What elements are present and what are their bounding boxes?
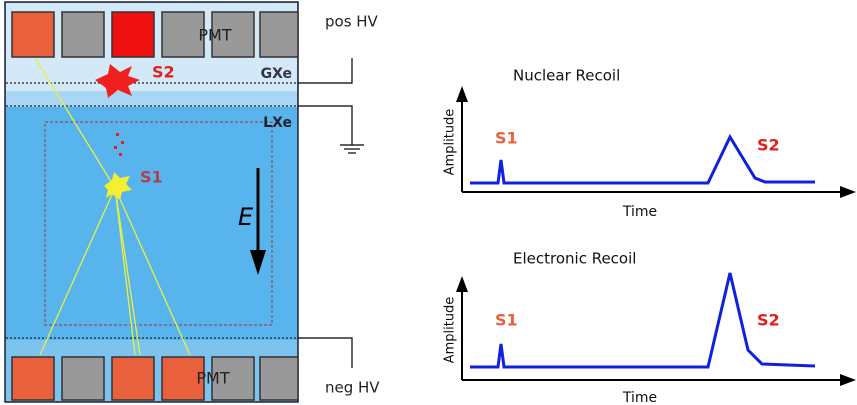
electron [121,141,124,144]
pmt [259,356,299,401]
s2-flash [95,64,140,98]
detector: PMT PMT S2 S1 GXe LXe E [4,1,299,403]
electron [116,133,119,136]
pmt [61,11,105,58]
y-label: Amplitude [443,297,458,364]
s2-label: S2 [757,136,780,155]
arrowhead [840,186,856,198]
hv-label: pos HV [325,13,379,31]
s1-label: S1 [495,129,518,148]
s2-label: S2 [152,63,175,82]
field-label: E [238,203,254,231]
plot: Electronic Recoil Amplitude Time S1 S2 [443,250,856,405]
pmt [111,11,155,58]
pmt [11,356,55,401]
light-ray [39,187,116,356]
s1-label: S1 [495,311,518,330]
pmt [111,356,155,401]
wire [298,58,353,84]
field-arrowhead [250,250,266,275]
s2-label: S2 [757,311,780,330]
pmt-label: PMT [198,26,231,45]
pmt-label: PMT [196,369,229,388]
pmt [161,356,205,401]
electron [114,146,117,149]
light-ray [114,187,141,356]
arrowhead [456,276,468,292]
gxe-label: GXe [261,66,292,82]
wiring [298,58,364,368]
pulse [470,272,816,369]
s1-label: S1 [140,168,163,187]
electron [119,153,122,156]
arrowhead [456,86,468,102]
x-label: Time [622,390,657,405]
light-ray [34,57,116,189]
pmt [11,11,55,58]
pmt [259,11,299,58]
arrowhead [840,374,856,386]
interface [6,91,297,107]
light-ray [114,187,191,356]
wire [298,105,353,145]
s1-flash [104,172,132,200]
light-ray [114,187,136,356]
wire [298,337,353,368]
lxe-label: LXe [263,115,292,131]
plot-title: Electronic Recoil [513,250,636,268]
pmt [161,11,205,58]
plot-title: Nuclear Recoil [513,67,620,85]
pmt [211,11,255,58]
hv-label: neg HV [325,379,380,397]
plot: Nuclear Recoil Amplitude Time S1 S2 [443,67,856,220]
pmt [61,356,105,401]
pulse [470,133,815,185]
pmt [211,356,255,401]
y-label: Amplitude [443,109,458,176]
x-label: Time [622,204,657,220]
